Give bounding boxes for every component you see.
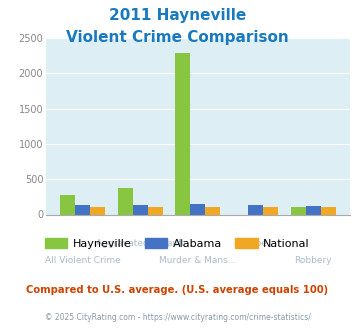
Bar	[306, 206, 321, 214]
Bar	[175, 53, 190, 214]
Text: Rape: Rape	[244, 240, 267, 248]
Text: All Violent Crime: All Violent Crime	[45, 256, 120, 265]
Bar	[60, 195, 75, 214]
Text: Robbery: Robbery	[295, 256, 332, 265]
Bar	[263, 207, 278, 215]
Bar	[248, 205, 263, 214]
Bar	[321, 207, 336, 215]
Text: Compared to U.S. average. (U.S. average equals 100): Compared to U.S. average. (U.S. average …	[26, 285, 329, 295]
Bar	[75, 205, 90, 214]
Text: 2011 Hayneville: 2011 Hayneville	[109, 8, 246, 23]
Text: Murder & Mans...: Murder & Mans...	[159, 256, 236, 265]
Bar	[190, 204, 206, 214]
Legend: Hayneville, Alabama, National: Hayneville, Alabama, National	[41, 234, 314, 253]
Text: Violent Crime Comparison: Violent Crime Comparison	[66, 30, 289, 45]
Text: Aggravated Assault: Aggravated Assault	[96, 240, 185, 248]
Bar	[118, 188, 133, 214]
Bar	[148, 207, 163, 215]
Bar	[133, 205, 148, 214]
Bar	[90, 207, 105, 215]
Text: © 2025 CityRating.com - https://www.cityrating.com/crime-statistics/: © 2025 CityRating.com - https://www.city…	[45, 313, 310, 322]
Bar	[206, 207, 220, 215]
Bar	[291, 207, 306, 215]
